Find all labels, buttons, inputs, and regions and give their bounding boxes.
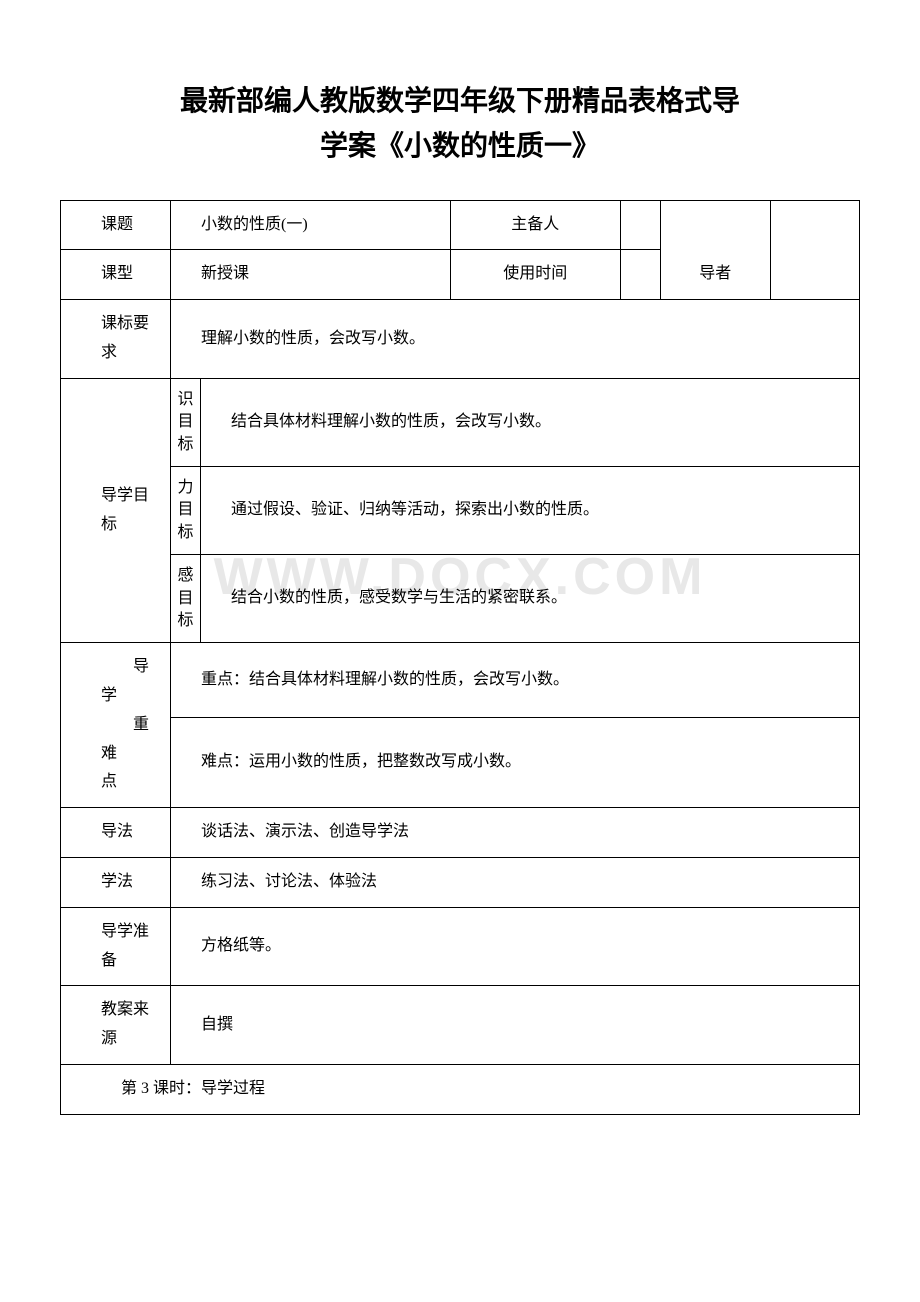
- title-line-1: 最新部编人教版数学四年级下册精品表格式导: [180, 86, 740, 117]
- cell-emotion-content: 结合小数的性质，感受数学与生活的紧密联系。: [201, 555, 860, 643]
- cell-empty: [620, 250, 660, 300]
- cell-difficulty-content: 难点：运用小数的性质，把整数改写成小数。: [171, 718, 860, 808]
- title-line-2: 学案《小数的性质一》: [320, 131, 600, 162]
- table-row: 导法 谈话法、演示法、创造导学法: [61, 808, 860, 858]
- cell-time-label: 使用时间: [450, 250, 620, 300]
- cell-source-content: 自撰: [171, 986, 860, 1065]
- table-row: 力目标 通过假设、验证、归纳等活动，探索出小数的性质。: [61, 466, 860, 554]
- table-row: 难点：运用小数的性质，把整数改写成小数。: [61, 718, 860, 808]
- table-row: 导学目标 识目标 结合具体材料理解小数的性质，会改写小数。: [61, 378, 860, 466]
- cell-standard-content: 理解小数的性质，会改写小数。: [171, 300, 860, 379]
- cell-type-label: 课型: [61, 250, 171, 300]
- table-row: 课题 小数的性质(一) 主备人 导者: [61, 200, 860, 250]
- cell-topic-value: 小数的性质(一): [171, 200, 451, 250]
- cell-learn-method-label: 学法: [61, 858, 171, 908]
- cell-keypoints-label: 导学 重难点: [61, 643, 171, 808]
- cell-empty: [770, 200, 859, 300]
- cell-guide-label: 导者: [660, 200, 770, 300]
- cell-empty: [620, 200, 660, 250]
- table-row: 教案来源 自撰: [61, 986, 860, 1065]
- table-row: 感目标 结合小数的性质，感受数学与生活的紧密联系。: [61, 555, 860, 643]
- table-row: 第 3 课时：导学过程: [61, 1065, 860, 1115]
- document-title: 最新部编人教版数学四年级下册精品表格式导 学案《小数的性质一》: [60, 80, 860, 170]
- cell-emotion-label: 感目标: [171, 555, 201, 643]
- cell-standard-label: 课标要求: [61, 300, 171, 379]
- cell-type-value: 新授课: [171, 250, 451, 300]
- cell-source-label: 教案来源: [61, 986, 171, 1065]
- cell-teach-method-label: 导法: [61, 808, 171, 858]
- cell-teach-method-content: 谈话法、演示法、创造导学法: [171, 808, 860, 858]
- cell-knowledge-label: 识目标: [171, 378, 201, 466]
- cell-objectives-label: 导学目标: [61, 378, 171, 643]
- cell-topic-label: 课题: [61, 200, 171, 250]
- cell-knowledge-content: 结合具体材料理解小数的性质，会改写小数。: [201, 378, 860, 466]
- lesson-plan-table: 课题 小数的性质(一) 主备人 导者 课型 新授课 使用时间 课标要求 理解小数…: [60, 200, 860, 1115]
- cell-ability-label: 力目标: [171, 466, 201, 554]
- cell-process-label: 第 3 课时：导学过程: [61, 1065, 860, 1115]
- cell-prep-label: 导学准备: [61, 907, 171, 986]
- cell-learn-method-content: 练习法、讨论法、体验法: [171, 858, 860, 908]
- cell-prep-content: 方格纸等。: [171, 907, 860, 986]
- cell-ability-content: 通过假设、验证、归纳等活动，探索出小数的性质。: [201, 466, 860, 554]
- table-row: 学法 练习法、讨论法、体验法: [61, 858, 860, 908]
- cell-main-author-label: 主备人: [450, 200, 620, 250]
- table-row: 课标要求 理解小数的性质，会改写小数。: [61, 300, 860, 379]
- cell-keypoint-content: 重点：结合具体材料理解小数的性质，会改写小数。: [171, 643, 860, 718]
- table-row: 导学准备 方格纸等。: [61, 907, 860, 986]
- table-row: 导学 重难点 重点：结合具体材料理解小数的性质，会改写小数。: [61, 643, 860, 718]
